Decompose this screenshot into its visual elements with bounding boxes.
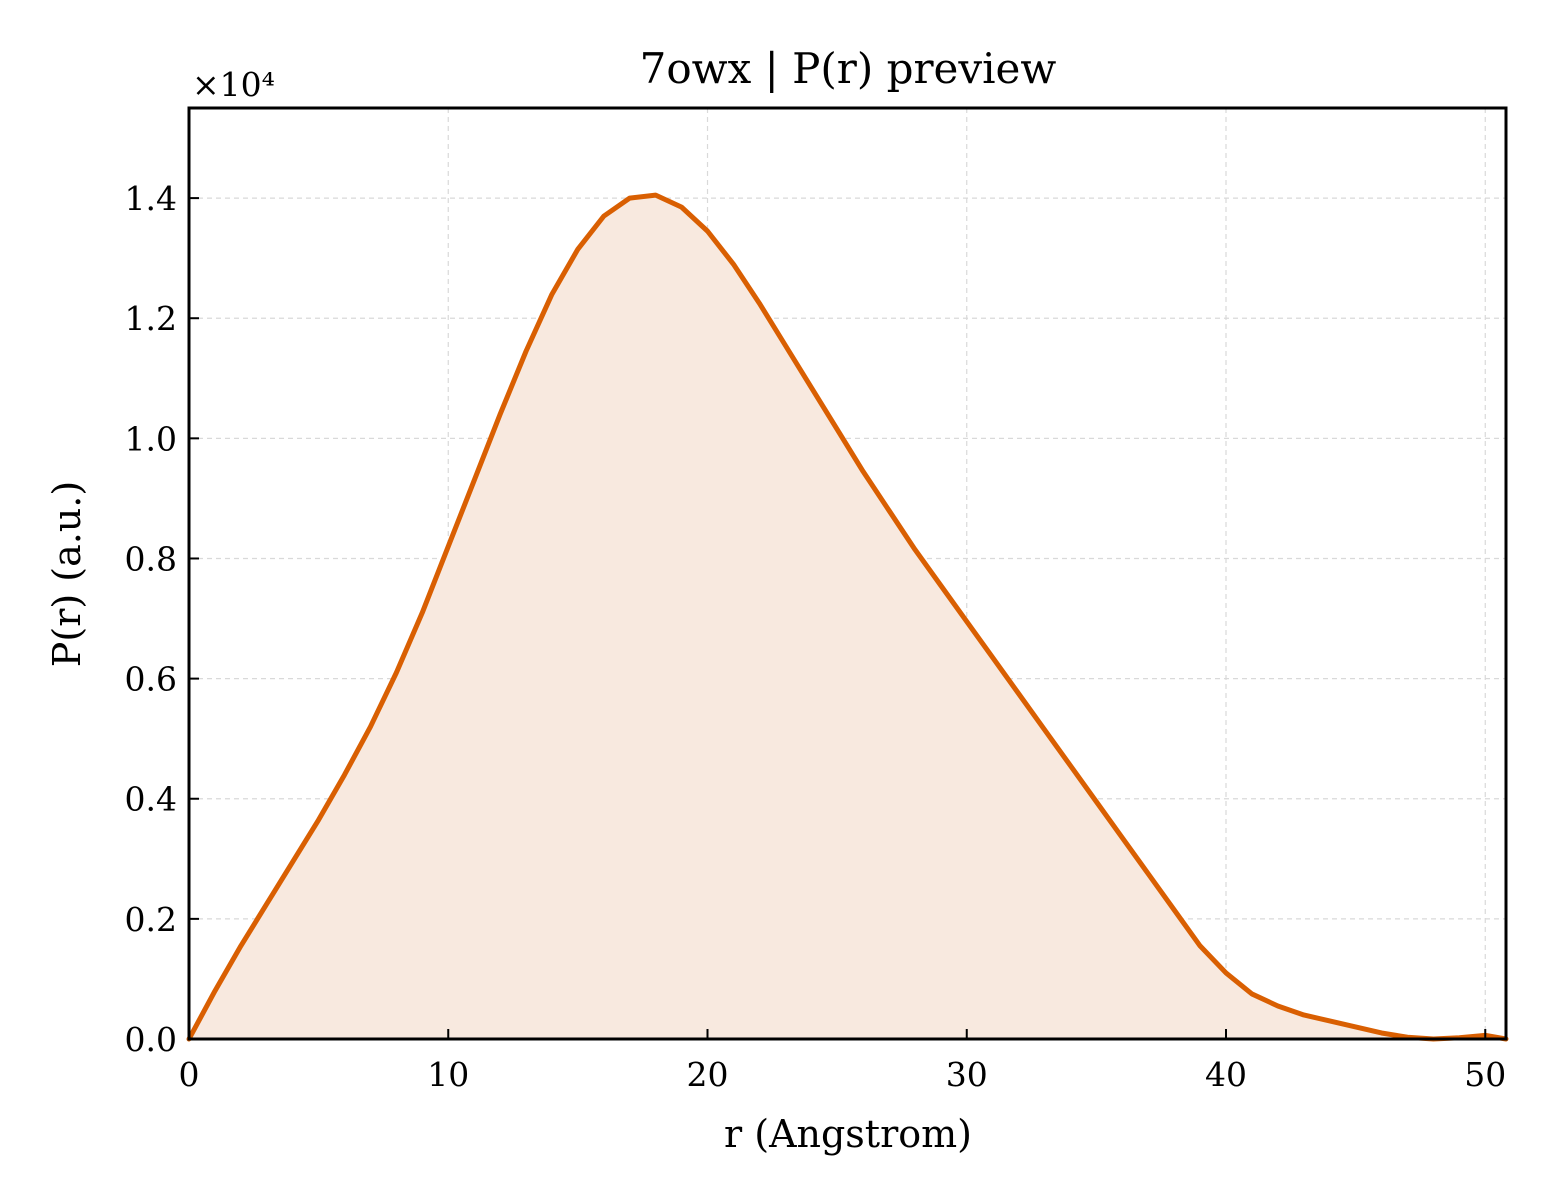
x-tick-label: 30 xyxy=(946,1055,988,1094)
y-axis-label: P(r) (a.u.) xyxy=(45,481,89,667)
y-tick-label: 1.4 xyxy=(125,179,177,218)
x-axis-label: r (Angstrom) xyxy=(724,1112,972,1156)
x-tick-label: 40 xyxy=(1205,1055,1247,1094)
x-tick-label: 50 xyxy=(1464,1055,1506,1094)
y-offset-label: ×10⁴ xyxy=(192,65,275,104)
pr-series-line xyxy=(186,192,1509,1042)
chart-title: 7owx | P(r) preview xyxy=(640,44,1057,93)
y-tick-label: 0.4 xyxy=(125,780,177,819)
y-tick-label: 0.8 xyxy=(125,539,177,578)
x-tick-label: 20 xyxy=(687,1055,729,1094)
y-tick-label: 0.6 xyxy=(125,660,177,699)
x-tick-label: 0 xyxy=(179,1055,200,1094)
y-tick-label: 1.2 xyxy=(125,299,177,338)
pr-area-fill xyxy=(189,195,1506,1040)
x-tick-label: 10 xyxy=(427,1055,469,1094)
y-tick-label: 1.0 xyxy=(125,419,177,458)
plot-frame xyxy=(187,106,1508,1041)
tick-layer: 0 10 20 30 40 50 0.0 0.2 0.4 0.6 0.8 1.0 1.2 1.4 xyxy=(125,179,1507,1094)
y-tick-label: 0.2 xyxy=(125,900,177,939)
y-tick-label: 0.0 xyxy=(125,1020,177,1059)
